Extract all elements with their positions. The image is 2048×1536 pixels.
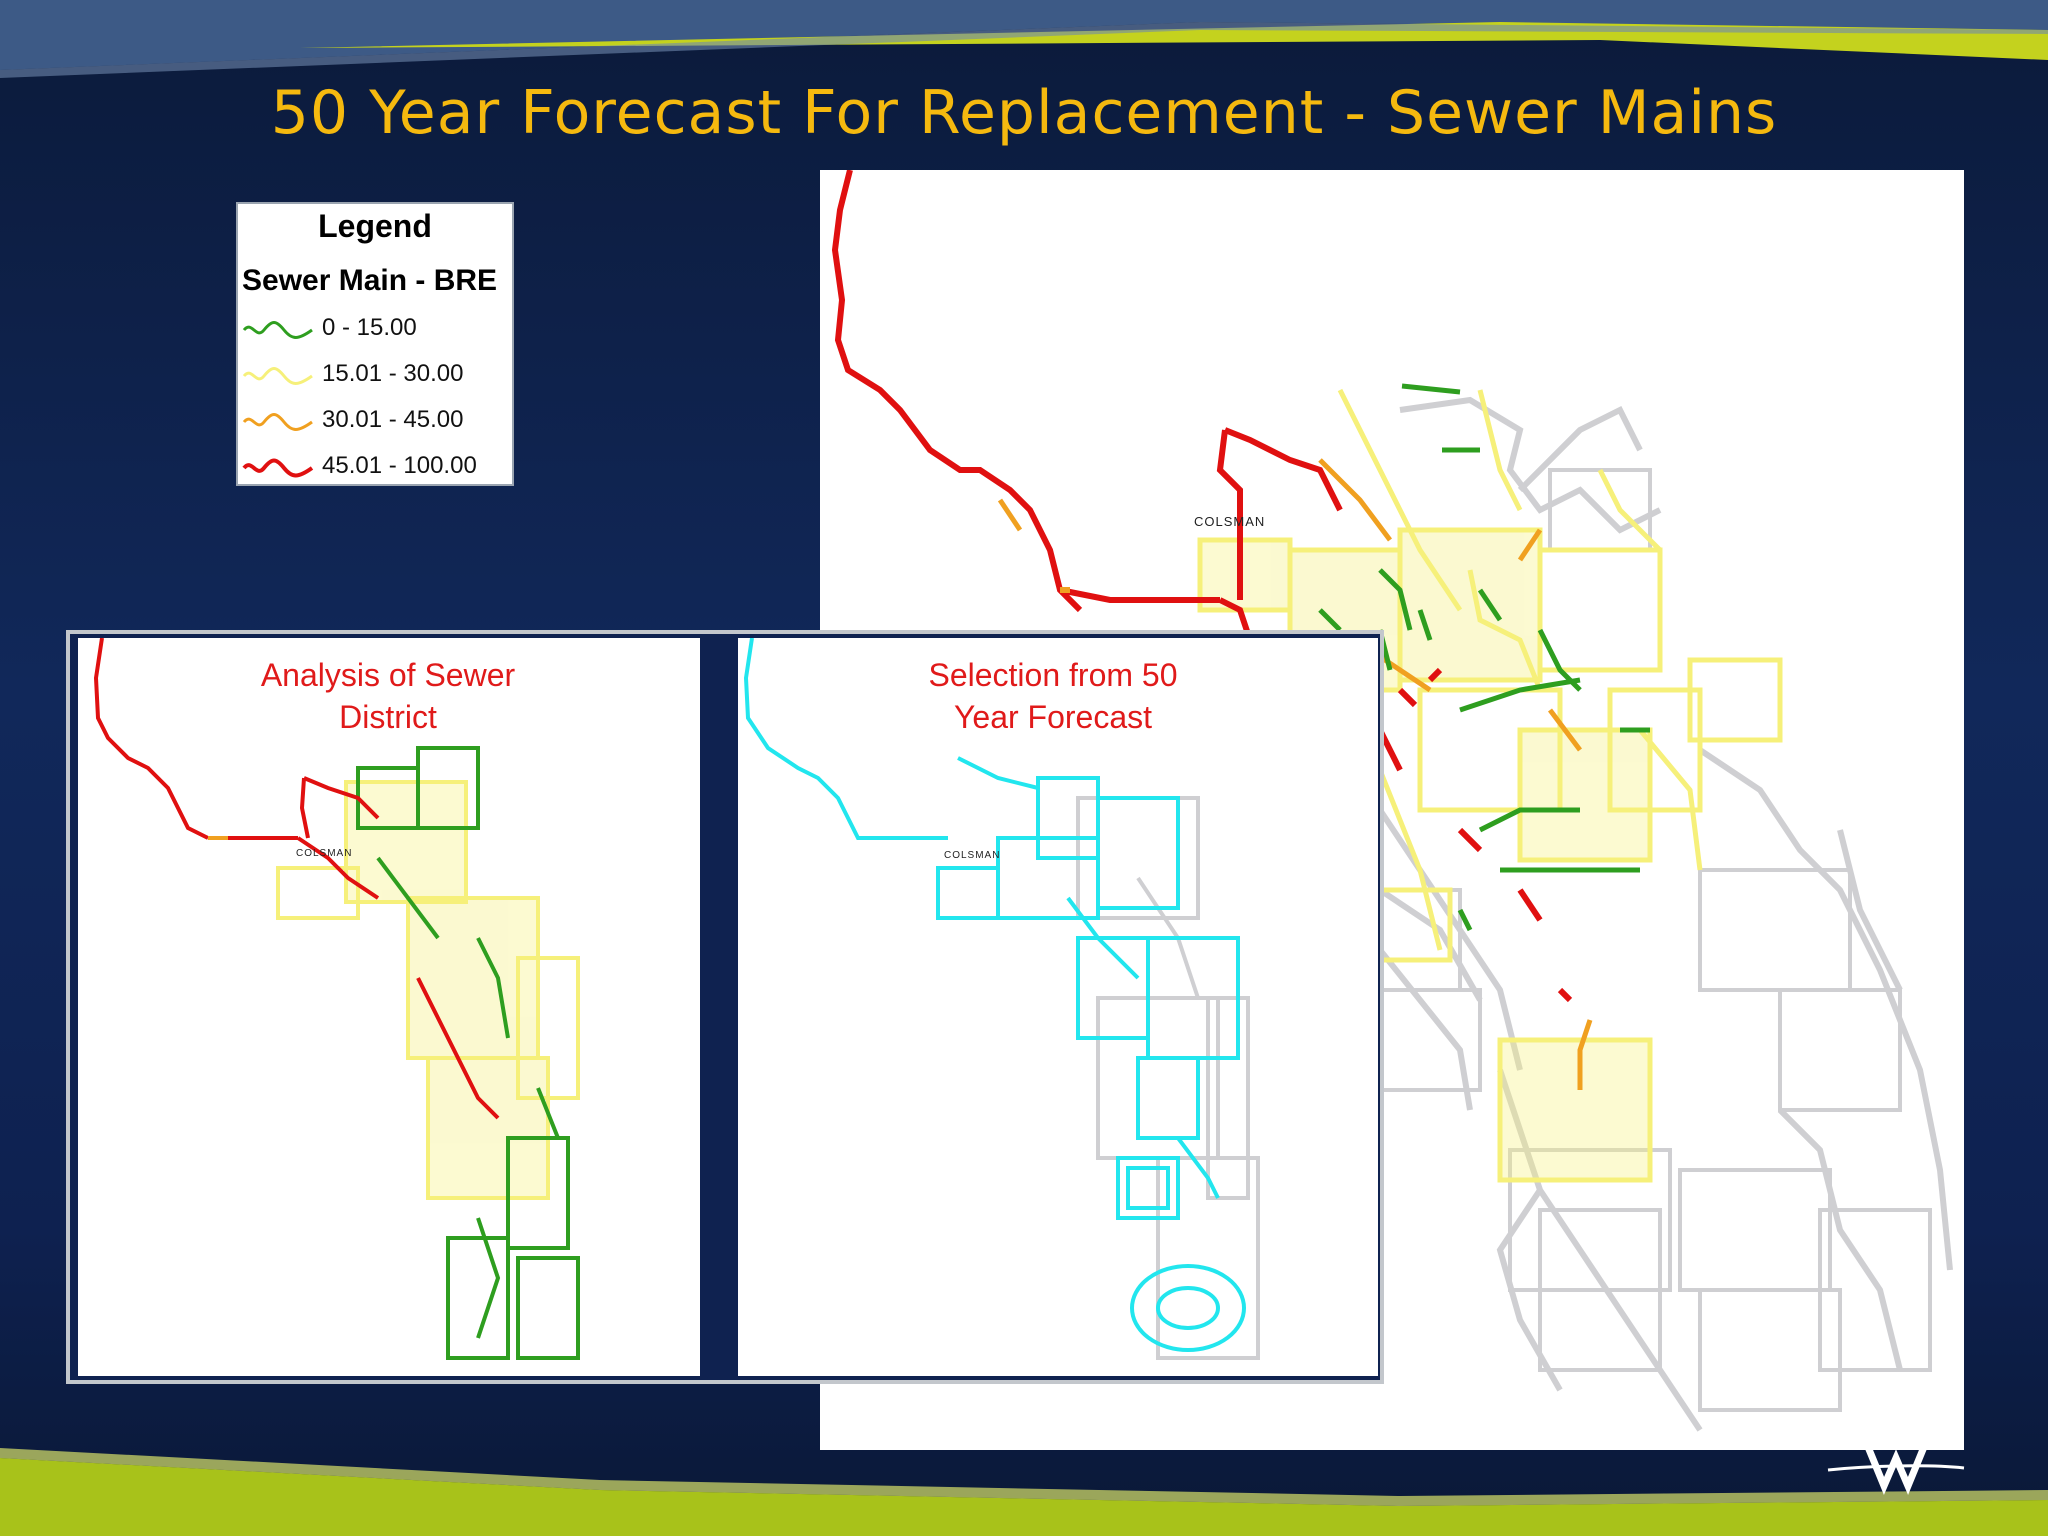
road-label-colsman: COLSMAN bbox=[1194, 514, 1266, 529]
inset-right-road-label: COLSMAN bbox=[944, 850, 1001, 861]
legend-class-label: 45.01 - 100.00 bbox=[322, 452, 477, 479]
inset-analysis-map: Analysis of Sewer District COLSMAN bbox=[78, 638, 700, 1376]
inset-left-road-label: COLSMAN bbox=[296, 848, 353, 859]
inset-right-title-line2: Year Forecast bbox=[953, 699, 1153, 735]
company-logo-icon bbox=[1827, 1440, 1965, 1496]
legend-class-label: 30.01 - 45.00 bbox=[322, 406, 464, 433]
legend-class-3: 45.01 - 100.00 bbox=[238, 450, 512, 486]
legend-class-label: 15.01 - 30.00 bbox=[322, 360, 464, 387]
legend-swatch-orange bbox=[242, 413, 313, 431]
slide-title: 50 Year Forecast For Replacement - Sewer… bbox=[270, 78, 1778, 148]
legend: Legend Sewer Main - BRE 0 - 15.00 15.01 … bbox=[236, 202, 514, 486]
legend-swatch-red bbox=[242, 458, 314, 478]
inset-selection-map: Selection from 50 Year Forecast COLSMAN bbox=[738, 638, 1378, 1376]
legend-class-label: 0 - 15.00 bbox=[322, 314, 417, 341]
main-map-canvas bbox=[831, 170, 1953, 1432]
legend-swatch-green bbox=[242, 321, 313, 339]
legend-swatch-yellow bbox=[242, 367, 313, 385]
legend-class-2: 30.01 - 45.00 bbox=[238, 404, 512, 440]
inset-left-title-line1: Analysis of Sewer bbox=[260, 657, 516, 693]
inset-left-title-line2: District bbox=[339, 699, 437, 735]
inset-right-title: Selection from 50 Year Forecast bbox=[888, 654, 1218, 738]
inset-comparison-frame: Analysis of Sewer District COLSMAN bbox=[66, 630, 1384, 1384]
inset-right-canvas bbox=[743, 638, 1260, 1360]
legend-class-0: 0 - 15.00 bbox=[238, 312, 512, 348]
legend-title: Legend bbox=[318, 208, 432, 244]
inset-left-canvas bbox=[93, 638, 580, 1360]
legend-class-1: 15.01 - 30.00 bbox=[238, 358, 512, 394]
inset-right-title-line1: Selection from 50 bbox=[928, 657, 1178, 693]
inset-left-title: Analysis of Sewer District bbox=[228, 654, 548, 738]
legend-layer-name: Sewer Main - BRE bbox=[242, 264, 498, 297]
